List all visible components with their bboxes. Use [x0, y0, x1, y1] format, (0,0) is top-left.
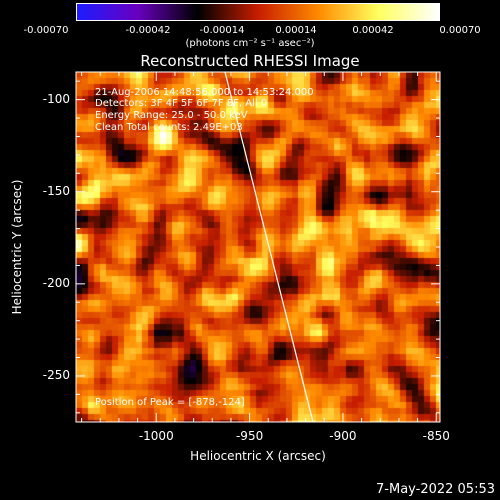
colorbar-tick: 0.00014	[275, 25, 317, 36]
y-tick-label: -250	[42, 367, 70, 382]
chart-title: Reconstructed RHESSI Image	[140, 52, 360, 70]
x-tick-label: -900	[329, 429, 357, 443]
colorbar-tick: 0.00070	[439, 25, 481, 36]
energy-range-text: Energy Range: 25.0 - 50.0 keV	[95, 110, 248, 121]
colorbar-tick: -0.00070	[23, 25, 69, 36]
colorbar	[76, 3, 440, 21]
colorbar-tick: -0.00042	[125, 25, 171, 36]
colorbar-units: (photons cm⁻² s⁻¹ asec⁻²)	[185, 38, 315, 49]
colorbar-tick: -0.00014	[199, 25, 245, 36]
detectors-text: Detectors: 3F 4F 5F 6F 7F 8F, All 0	[95, 98, 268, 109]
x-tick-label: -950	[235, 429, 264, 443]
x-axis-label: Heliocentric X (arcsec)	[190, 449, 326, 463]
y-axis-label: Heliocentric Y (arcsec)	[10, 179, 24, 315]
x-tick-label: -850	[422, 429, 450, 443]
y-tick-label: -200	[42, 275, 70, 290]
colorbar-tick: 0.00042	[352, 25, 394, 36]
peak-position-label: Position of Peak = [-878,-124]	[95, 397, 245, 408]
x-tick-label: -1000	[138, 429, 174, 443]
timestamp: 7-May-2022 05:53	[376, 482, 495, 497]
counts-text: Clean Total counts: 2.49E+03	[95, 122, 243, 133]
y-tick-label: -100	[42, 91, 70, 106]
time-range-text: 21-Aug-2006 14:48:56.000 to 14:53:24.000	[95, 87, 314, 98]
y-tick-label: -150	[42, 183, 70, 198]
